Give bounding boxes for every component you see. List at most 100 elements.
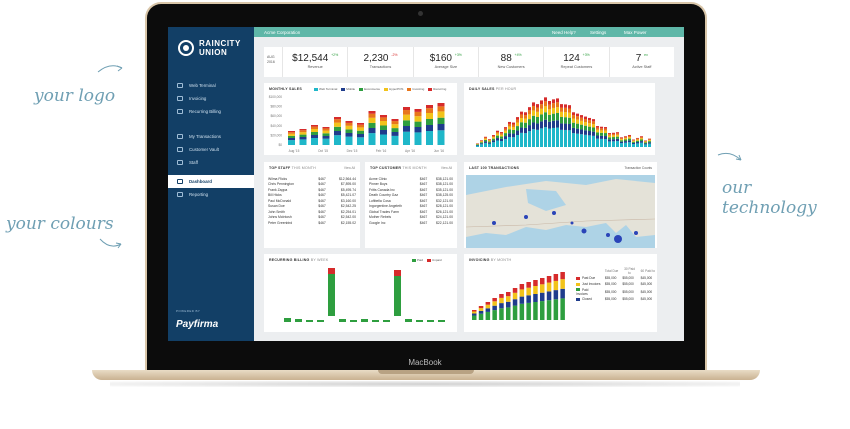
table-row[interactable]: Paul McDonald $467 $3,160.00 (268, 198, 356, 203)
bar-segment (604, 136, 607, 140)
sidebar-item-my-transactions[interactable]: My Transactions (168, 130, 254, 143)
x-tick-label: Feb '16 (376, 149, 387, 153)
table-row[interactable]: Death Country Gaz $467 $38,125.00 (369, 193, 453, 198)
bar-segment (299, 129, 307, 131)
bar-segment (540, 284, 545, 293)
sidebar-item-invoicing[interactable]: Invoicing (168, 92, 254, 105)
map-marker[interactable] (552, 211, 556, 215)
bar-segment (380, 125, 387, 130)
transactions-map-card: LAST 100 TRANSACTIONS Transaction Counts (464, 162, 657, 248)
bar-segment (608, 134, 611, 136)
legend-web-terminal[interactable]: Web Terminal (314, 87, 337, 91)
table-row[interactable]: Bill Hicks $467 $5,421.07 (268, 193, 356, 198)
bar-segment (533, 286, 538, 294)
bar-segment (524, 127, 527, 134)
table-row[interactable]: Wilma Flicks $467 $12,564.44 (268, 176, 356, 181)
bar-segment (368, 122, 376, 128)
bar-segment (508, 123, 511, 127)
bar-segment (492, 305, 497, 311)
sidebar-item-web-terminal[interactable]: Web Terminal (168, 79, 254, 92)
table-row[interactable]: Luftbella Cosa $467 $32,121.00 (369, 198, 453, 203)
terminal-icon (177, 83, 183, 88)
bar-segment (588, 135, 591, 147)
legend-invoicing[interactable]: Invoicing (407, 87, 424, 91)
transaction-counts-toggle[interactable]: Transaction Counts (624, 166, 652, 170)
bar-segment (516, 126, 519, 131)
bar-segment (632, 140, 635, 141)
bar-segment (516, 117, 519, 120)
sidebar-item-customer-vault[interactable]: Customer Vault (168, 143, 254, 156)
bar-segment (580, 124, 583, 130)
table-row[interactable]: Pinner Boys $467 $38,121.00 (369, 182, 453, 187)
bar-segment (437, 106, 445, 112)
table-row[interactable]: Chris Pennington $467 $7,895.00 (268, 182, 356, 187)
organization-name[interactable]: Acme Corporation (264, 30, 301, 35)
table-row[interactable]: Acme Clinic $467 $38,121.00 (369, 176, 453, 181)
table-row[interactable]: Global Trades Farm $467 $26,121.00 (369, 209, 453, 214)
legend-hyperpos[interactable]: HyperPOS (384, 87, 403, 91)
map-marker[interactable] (492, 221, 496, 225)
brand-logo[interactable]: RAINCITY UNION (168, 27, 254, 57)
bar-segment (644, 142, 647, 144)
sidebar-item-reporting[interactable]: Reporting (168, 188, 254, 201)
bar-segment (616, 138, 619, 142)
table-row[interactable]: Ingorgentine Angeleth $467 $28,121.00 (369, 204, 453, 209)
table-row[interactable]: Frank Zappa $467 $5,495.74 (268, 187, 356, 192)
bar-segment (485, 304, 491, 309)
legend-paid[interactable]: Paid (412, 258, 423, 262)
bar-segment (604, 128, 607, 131)
legend-ecommerce[interactable]: Ecommerce (359, 87, 380, 91)
table-row[interactable]: John Smith $467 $2,254.01 (268, 209, 356, 214)
bar-segment (311, 132, 318, 135)
bar-segment (540, 100, 543, 105)
bar-segment (472, 311, 477, 314)
bar-segment (311, 126, 318, 129)
table-row[interactable]: Google Inc $467 $22,121.00 (369, 220, 453, 225)
kpi-bar: AUG 2016 $12,544 +2% Revenue 2,230 -2% Tra… (264, 47, 674, 77)
map-marker[interactable] (581, 228, 587, 234)
bar-segment (299, 130, 307, 133)
bar-segment (492, 298, 497, 302)
top-staff-view-all[interactable]: View All (343, 166, 355, 170)
bar-segment (560, 279, 565, 289)
map-marker[interactable] (634, 231, 638, 235)
bar-segment (532, 115, 535, 123)
bar-segment (322, 127, 330, 129)
laptop-notch (378, 370, 474, 374)
table-row[interactable]: Johns McIntosh $467 $2,542.00 (268, 215, 356, 220)
bar-segment (528, 107, 531, 111)
map-marker[interactable] (614, 235, 622, 243)
map-marker[interactable] (524, 215, 528, 219)
user-menu-button[interactable]: Max Power (624, 30, 647, 35)
bar-segment (592, 121, 595, 125)
help-button[interactable]: Need Help? (552, 30, 576, 35)
transactions-map[interactable] (466, 175, 655, 248)
legend-unpaid[interactable]: Unpaid (427, 258, 442, 262)
daily-sales-card: DAILY SALES PER HOUR (464, 83, 655, 155)
sidebar-item-dashboard[interactable]: Dashboard (168, 175, 254, 188)
bar-segment (403, 114, 410, 121)
legend-recurring[interactable]: Recurring (428, 87, 446, 91)
top-customer-view-all[interactable]: View All (440, 166, 452, 170)
map-marker[interactable] (570, 221, 574, 225)
sidebar-item-recurring-billing[interactable]: Recurring Billing (168, 105, 254, 118)
table-row[interactable]: Peter Greenbird $467 $2,155.02 (268, 220, 356, 225)
daily-sales-title: DAILY SALES (469, 87, 495, 91)
bar-segment (480, 140, 483, 142)
table-row[interactable]: Fritts Canada Inc $467 $35,121.00 (369, 187, 453, 192)
settings-button[interactable]: Settings (590, 30, 607, 35)
invoicing-table: Total Due 30 Paid to 60 Paid to Past Due $5… (576, 266, 655, 301)
table-row[interactable]: Susan Doe $467 $2,542.25 (268, 204, 356, 209)
table-row[interactable]: Mother Rebels $467 $24,121.00 (369, 215, 453, 220)
bar-segment (576, 123, 579, 129)
map-marker[interactable] (606, 233, 610, 237)
bar-segment (524, 122, 527, 128)
legend-mobile[interactable]: Mobile (341, 87, 355, 91)
sidebar-item-staff[interactable]: Staff (168, 156, 254, 169)
annotation-arrow-colours (99, 238, 122, 249)
laptop-base (92, 370, 760, 380)
bar-segment (492, 137, 495, 139)
bar-segment (640, 137, 643, 139)
bar-segment (288, 133, 295, 136)
bar-segment (532, 102, 535, 106)
